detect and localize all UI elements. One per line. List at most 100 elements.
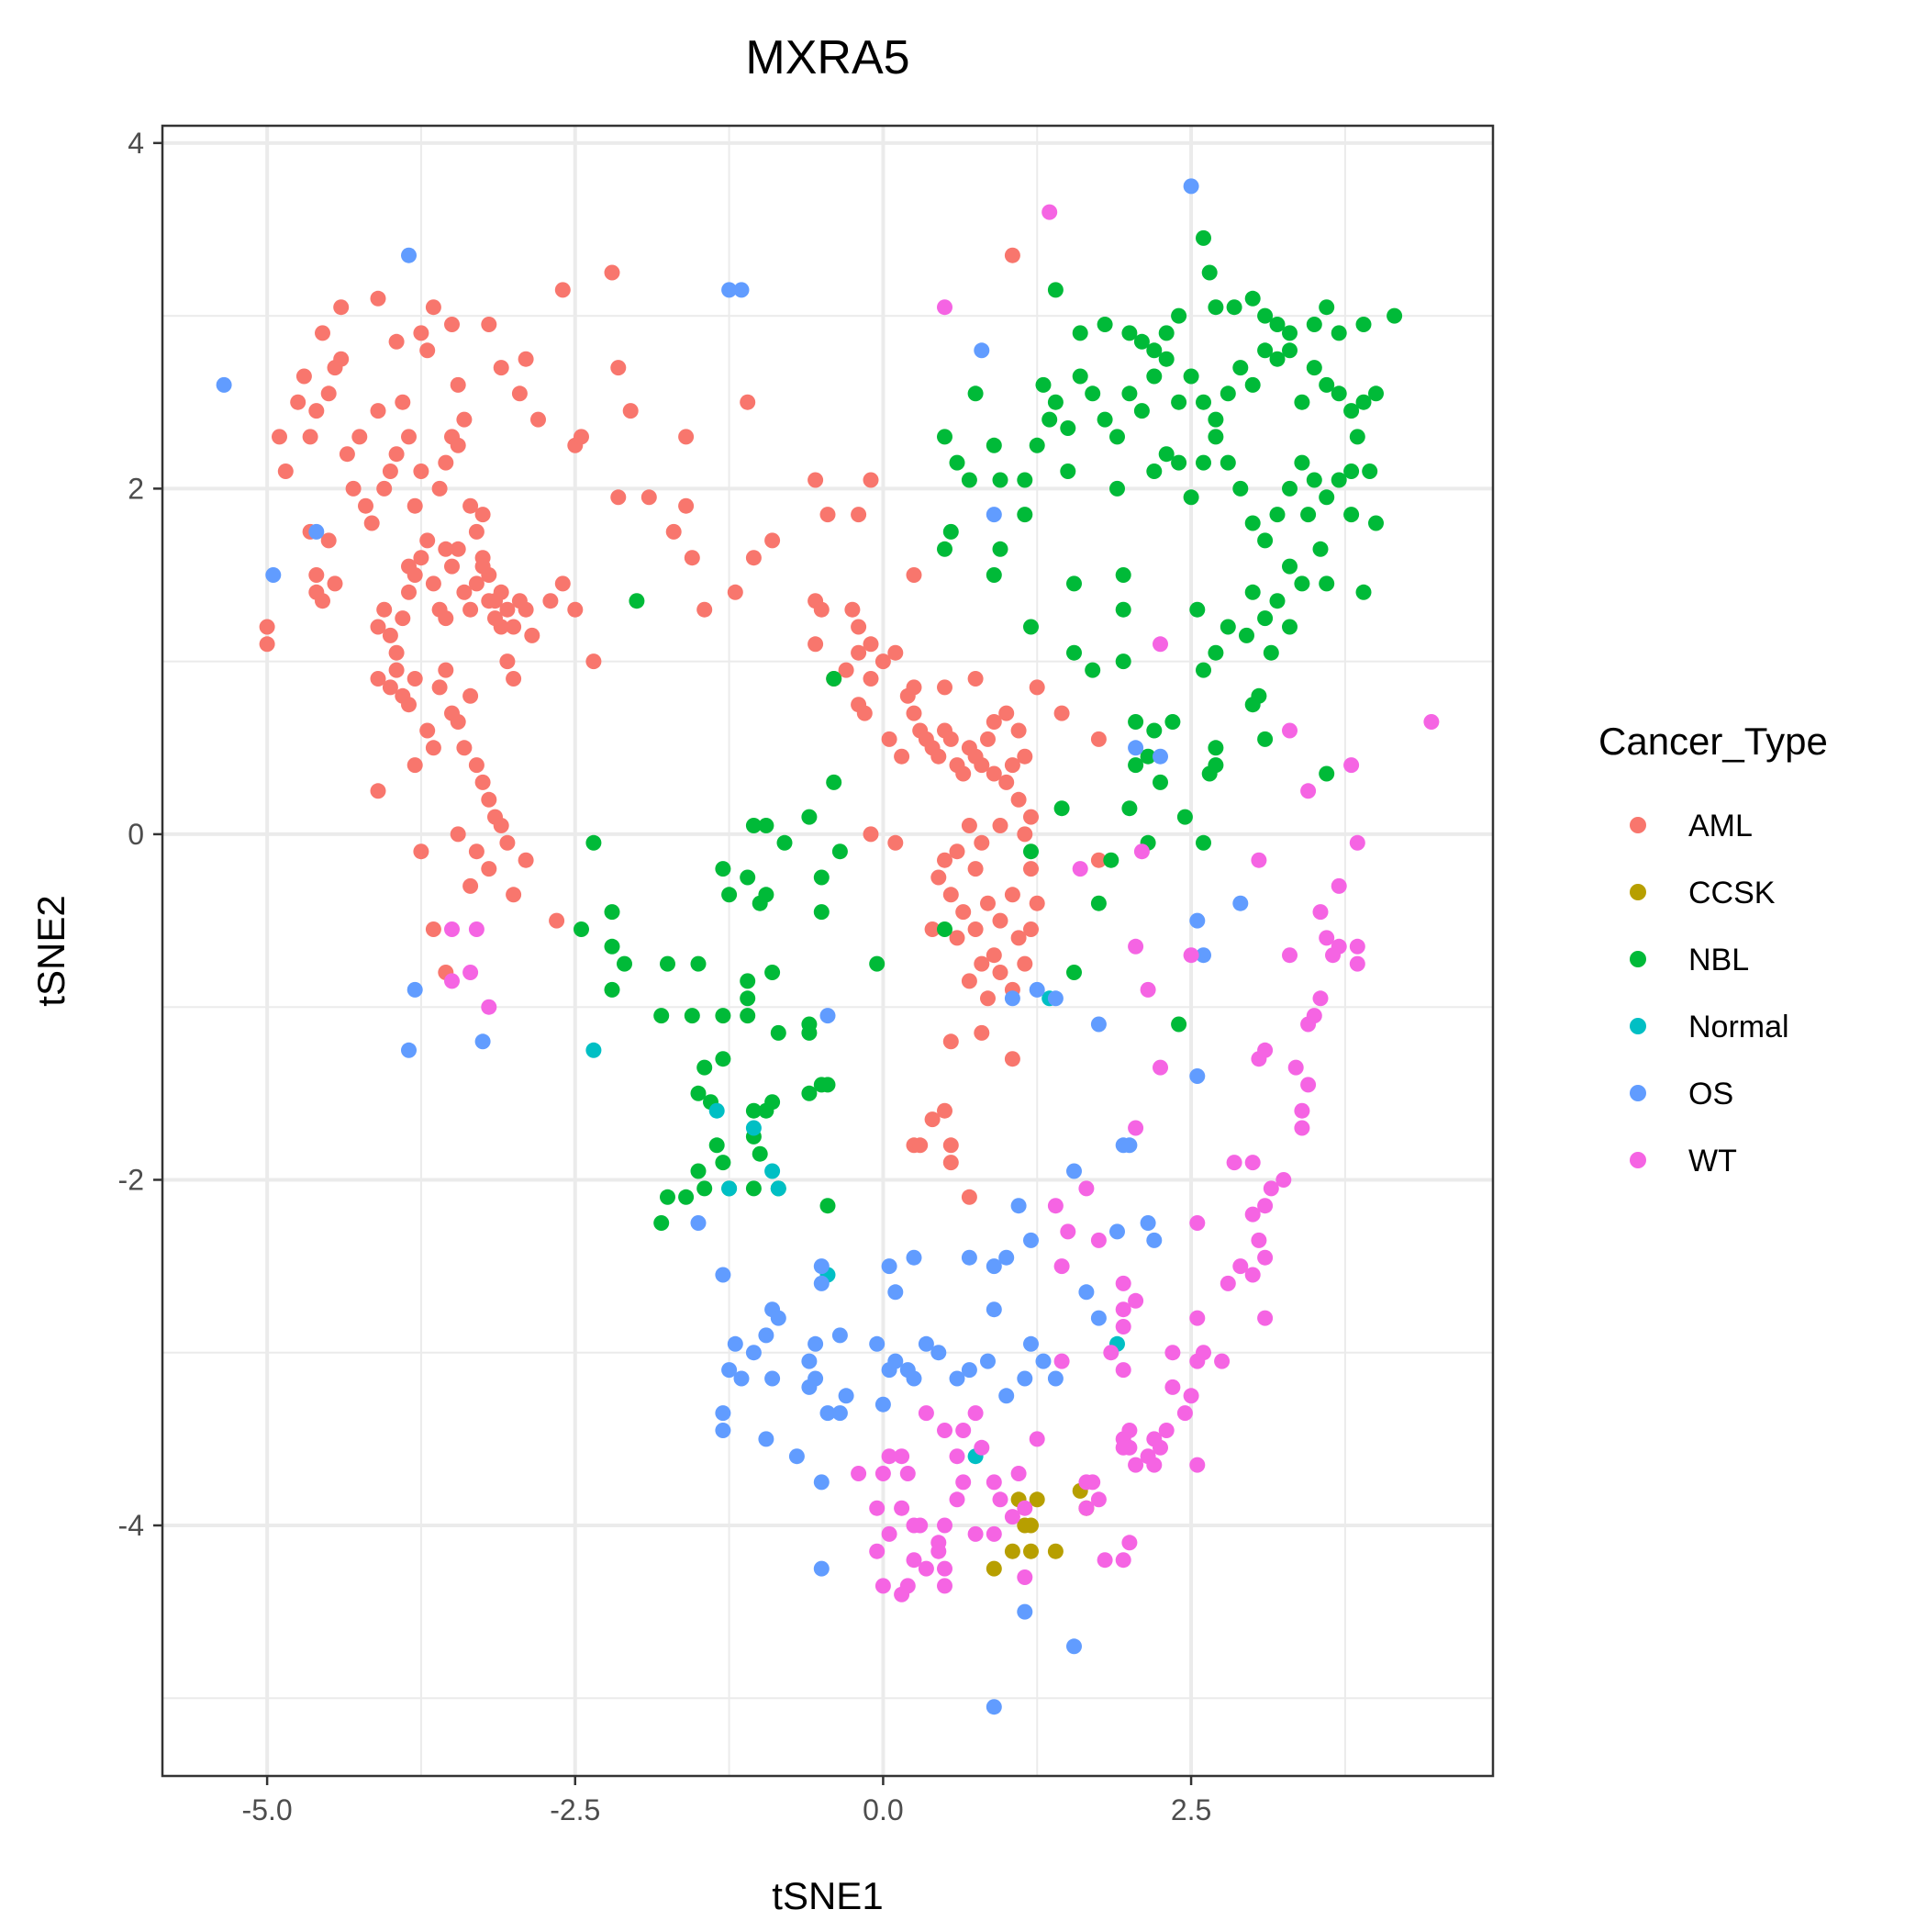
data-point: [1189, 1353, 1206, 1369]
data-point: [930, 748, 947, 765]
data-point: [438, 454, 454, 471]
data-point: [1208, 740, 1224, 756]
data-point: [456, 411, 473, 428]
data-point: [456, 584, 473, 600]
data-point: [1196, 454, 1211, 471]
data-point: [1331, 325, 1347, 341]
data-point: [382, 463, 398, 479]
data-point: [986, 765, 1002, 782]
data-point: [937, 852, 952, 868]
data-point: [819, 1077, 836, 1093]
data-point: [930, 869, 947, 886]
data-point: [1047, 990, 1064, 1007]
data-point: [388, 644, 405, 661]
data-point: [1010, 791, 1027, 808]
y-tick-label: 0: [128, 818, 144, 851]
data-point: [622, 403, 639, 419]
data-point: [499, 653, 516, 670]
data-point: [610, 489, 627, 506]
data-point: [1257, 532, 1274, 549]
data-point: [1121, 1535, 1138, 1551]
data-point: [358, 497, 373, 514]
data-point: [1128, 1457, 1144, 1473]
data-point: [370, 290, 386, 307]
data-point: [438, 662, 454, 678]
data-point: [1306, 360, 1322, 376]
data-point: [653, 1008, 670, 1024]
data-point: [462, 877, 479, 894]
data-point: [1300, 1077, 1317, 1093]
data-point: [715, 1008, 731, 1024]
data-point: [567, 601, 584, 618]
data-point: [1349, 429, 1365, 445]
data-point: [942, 887, 959, 903]
y-axis-title: tSNE2: [29, 895, 72, 1006]
data-point: [961, 818, 977, 833]
data-point: [363, 515, 380, 531]
data-point: [949, 930, 965, 946]
data-point: [1294, 454, 1310, 471]
data-point: [474, 1033, 491, 1050]
data-point: [955, 1474, 972, 1491]
data-point: [1287, 1059, 1304, 1076]
data-point: [1196, 834, 1211, 851]
data-point: [1189, 1215, 1206, 1231]
x-tick-label: -5.0: [242, 1793, 293, 1826]
data-point: [1029, 437, 1045, 453]
data-point: [831, 1405, 848, 1422]
data-point: [838, 662, 854, 678]
data-point: [1085, 1474, 1101, 1491]
data-point: [1078, 1180, 1095, 1197]
legend-label-os: OS: [1688, 1077, 1733, 1111]
data-point: [407, 757, 423, 774]
data-point: [986, 437, 1002, 453]
data-point: [468, 843, 485, 860]
data-point: [1282, 947, 1298, 964]
data-point: [678, 429, 695, 445]
data-point: [1257, 610, 1274, 627]
data-point: [1423, 714, 1440, 730]
data-point: [1060, 420, 1076, 436]
data-point: [265, 567, 282, 583]
data-point: [382, 627, 398, 643]
data-point: [308, 567, 325, 583]
data-point: [425, 575, 441, 592]
data-point: [1053, 705, 1070, 721]
data-point: [585, 834, 602, 851]
data-point: [474, 774, 491, 790]
data-point: [740, 990, 756, 1007]
data-point: [745, 1120, 762, 1136]
data-point: [986, 1474, 1002, 1491]
x-axis: -5.0 -2.5 0.0 2.5: [242, 1776, 1211, 1826]
data-point: [1128, 1120, 1144, 1136]
data-point: [1035, 376, 1052, 393]
data-point: [425, 740, 441, 756]
data-point: [1312, 990, 1329, 1007]
data-point: [863, 671, 879, 687]
data-point: [801, 1353, 818, 1369]
data-point: [906, 1249, 922, 1266]
data-point: [419, 722, 436, 739]
data-point: [308, 584, 325, 600]
plot-border: [161, 124, 1495, 1778]
data-point: [370, 619, 386, 635]
data-point: [881, 731, 897, 747]
data-point: [740, 1008, 756, 1024]
data-point: [980, 895, 996, 911]
data-point: [974, 955, 990, 972]
data-point: [1085, 385, 1101, 402]
data-point: [1047, 394, 1064, 410]
data-point: [819, 1008, 836, 1024]
data-point: [1146, 1232, 1163, 1248]
data-point: [1047, 282, 1064, 298]
data-point: [1343, 507, 1360, 523]
data-point: [1023, 1543, 1039, 1559]
data-point: [333, 299, 350, 316]
data-point: [1362, 463, 1378, 479]
data-point: [986, 567, 1002, 583]
data-point: [1078, 1500, 1095, 1516]
data-point: [942, 523, 959, 540]
data-point: [640, 489, 657, 506]
data-point: [444, 317, 460, 332]
data-point: [1017, 748, 1033, 765]
